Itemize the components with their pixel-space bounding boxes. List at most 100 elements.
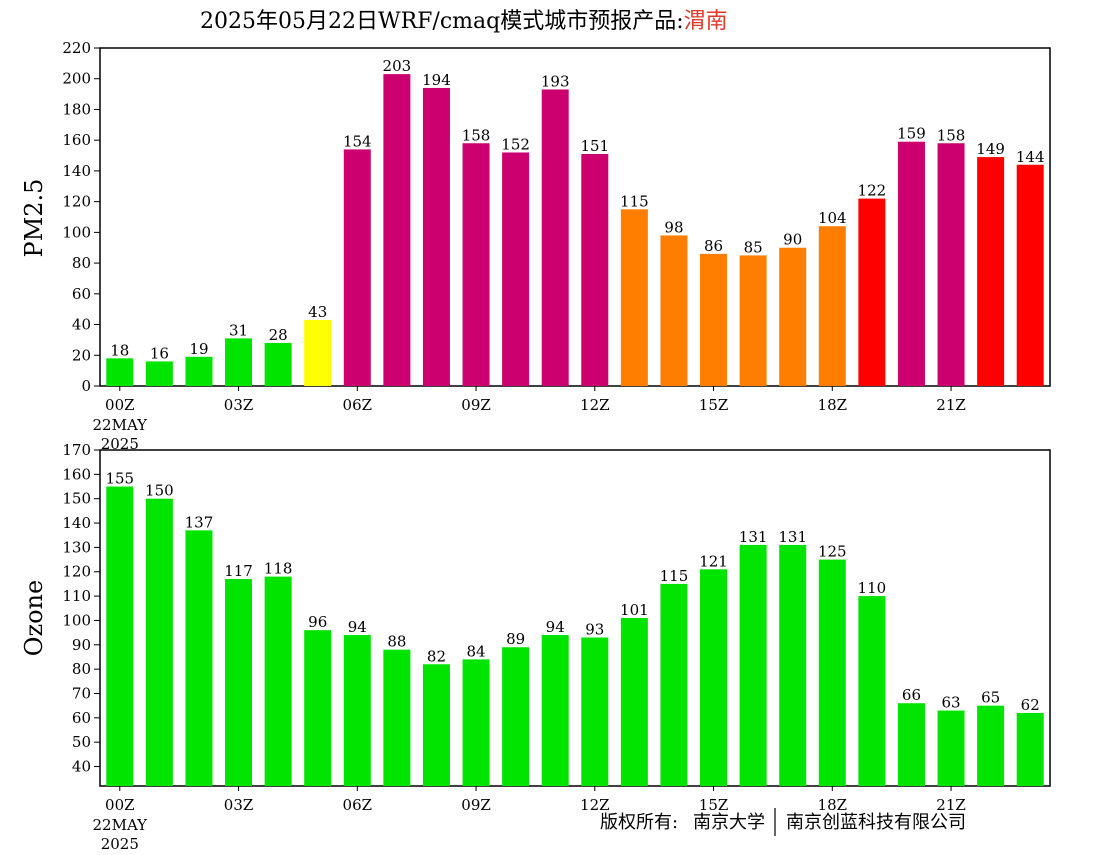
ozone-bar <box>937 710 965 786</box>
pm25-bar <box>700 253 728 386</box>
pm25-y-tick-label: 140 <box>62 162 91 180</box>
pm25-y-tick-label: 160 <box>62 131 91 149</box>
pm25-bar-value-label: 90 <box>783 231 802 249</box>
pm25-y-tick-label: 60 <box>72 285 91 303</box>
pm25-y-tick-label: 100 <box>62 223 91 241</box>
ozone-bar-value-label: 93 <box>585 620 604 638</box>
ozone-bar <box>700 569 728 786</box>
ozone-bar <box>858 596 886 786</box>
pm25-panel: 0 20 40 60 80 100 120 140 160 180 200 220 PM2.5 18 16 1… <box>20 39 1051 453</box>
pm25-bar-value-label: 115 <box>620 192 649 210</box>
ozone-y-tick-label: 80 <box>72 660 91 678</box>
pm25-bar <box>581 154 609 386</box>
ozone-y-tick-label: 130 <box>62 538 91 556</box>
ozone-bar <box>897 703 925 786</box>
ozone-bar-value-label: 101 <box>620 601 649 619</box>
pm25-bar-value-label: 19 <box>189 340 208 358</box>
pm25-bar <box>383 74 411 387</box>
pm25-x-tick-label: 00Z <box>105 396 135 414</box>
pm25-bar-value-label: 98 <box>664 218 683 236</box>
ozone-bar <box>1016 712 1044 786</box>
copyright-label: 版权所有: <box>600 812 678 833</box>
ozone-bar <box>581 637 609 786</box>
pm25-y-tick-label: 40 <box>72 316 91 334</box>
ozone-bar <box>185 530 213 786</box>
pm25-y-tick-label: 120 <box>62 193 91 211</box>
ozone-bar-value-label: 66 <box>902 686 921 704</box>
pm25-x-tick-label: 06Z <box>343 396 373 414</box>
ozone-bar <box>304 630 332 786</box>
ozone-x-tick-label: 21Z <box>936 796 966 814</box>
pm25-bar-value-label: 151 <box>580 137 609 155</box>
ozone-x-tick-label: 00Z <box>105 796 135 814</box>
ozone-x-tick-label: 15Z <box>699 796 729 814</box>
pm25-bar-value-label: 158 <box>937 126 966 144</box>
pm25-bar <box>977 157 1005 386</box>
pm25-bar-value-label: 152 <box>501 135 530 153</box>
pm25-bar-value-label: 158 <box>462 126 491 144</box>
ozone-y-tick-label: 50 <box>72 733 91 751</box>
ozone-bar-value-label: 137 <box>185 513 214 531</box>
chart-title: 2025年05月22日WRF/cmaq模式城市预报产品:渭南 <box>200 9 728 34</box>
page-header: 2025年05月22日WRF/cmaq模式城市预报产品:渭南 <box>200 9 728 34</box>
pm25-bar <box>818 226 846 386</box>
pm25-y-tick-label: 220 <box>62 39 91 57</box>
pm25-bar-value-label: 149 <box>976 140 1005 158</box>
ozone-bar <box>977 705 1005 786</box>
copyright-org-university: 南京大学 <box>693 812 765 833</box>
pm25-bar <box>779 247 807 386</box>
ozone-bar <box>383 649 411 786</box>
pm25-x-tick-label: 03Z <box>224 396 254 414</box>
ozone-bar-value-label: 150 <box>145 482 174 500</box>
ozone-bar <box>343 635 371 786</box>
pm25-bar <box>739 255 767 386</box>
pm25-y-tick-label: 180 <box>62 100 91 118</box>
pm25-bar <box>502 152 530 386</box>
pm25-date-label: 2025 <box>101 435 139 453</box>
ozone-y-tick-label: 90 <box>72 636 91 654</box>
pm25-bar-value-label: 86 <box>704 237 723 255</box>
ozone-y-tick-label: 170 <box>62 441 91 459</box>
ozone-bar-value-label: 117 <box>224 562 253 580</box>
pm25-bar-value-label: 144 <box>1016 148 1045 166</box>
ozone-bar <box>502 647 530 786</box>
ozone-bar <box>462 659 490 786</box>
pm25-bar <box>660 235 688 386</box>
ozone-bar-value-label: 121 <box>699 552 728 570</box>
ozone-bar-value-label: 155 <box>105 470 134 488</box>
ozone-bar <box>225 579 253 786</box>
ozone-y-tick-label: 60 <box>72 709 91 727</box>
ozone-x-tick-label: 03Z <box>224 796 254 814</box>
copyright-org-company: 南京创蓝科技有限公司 <box>786 812 966 833</box>
ozone-bar-value-label: 82 <box>427 647 446 665</box>
ozone-bar-value-label: 84 <box>466 642 485 660</box>
ozone-bar-value-label: 94 <box>546 618 565 636</box>
pm25-bar-value-label: 193 <box>541 72 570 90</box>
pm25-y-tick-label: 80 <box>72 254 91 272</box>
ozone-bar-value-label: 62 <box>1021 696 1040 714</box>
pm25-plot-frame <box>99 47 1051 387</box>
ozone-bar-value-label: 125 <box>818 543 847 561</box>
pm25-bar <box>225 338 253 386</box>
pm25-y-tick-label: 0 <box>81 377 91 395</box>
ozone-bar <box>106 486 134 786</box>
pm25-bar <box>422 87 450 386</box>
ozone-x-tick-label: 06Z <box>343 796 373 814</box>
pm25-bar <box>304 319 332 386</box>
title-prefix: 2025年05月22日WRF/cmaq模式城市预报产品: <box>200 9 684 34</box>
ozone-bar-value-label: 131 <box>739 528 768 546</box>
ozone-bar-value-label: 110 <box>858 579 887 597</box>
ozone-plot-frame <box>99 449 1051 787</box>
ozone-y-tick-label: 160 <box>62 465 91 483</box>
pm25-x-tick-label: 21Z <box>936 396 966 414</box>
pm25-y-tick-label: 20 <box>72 346 91 364</box>
ozone-y-tick-label: 150 <box>62 490 91 508</box>
pm25-bar-value-label: 43 <box>308 303 327 321</box>
ozone-y-axis-label: Ozone <box>20 580 48 656</box>
pm25-bar <box>858 198 886 386</box>
pm25-bar-value-label: 31 <box>229 321 248 339</box>
ozone-bar <box>145 498 173 786</box>
ozone-bar <box>541 635 569 786</box>
